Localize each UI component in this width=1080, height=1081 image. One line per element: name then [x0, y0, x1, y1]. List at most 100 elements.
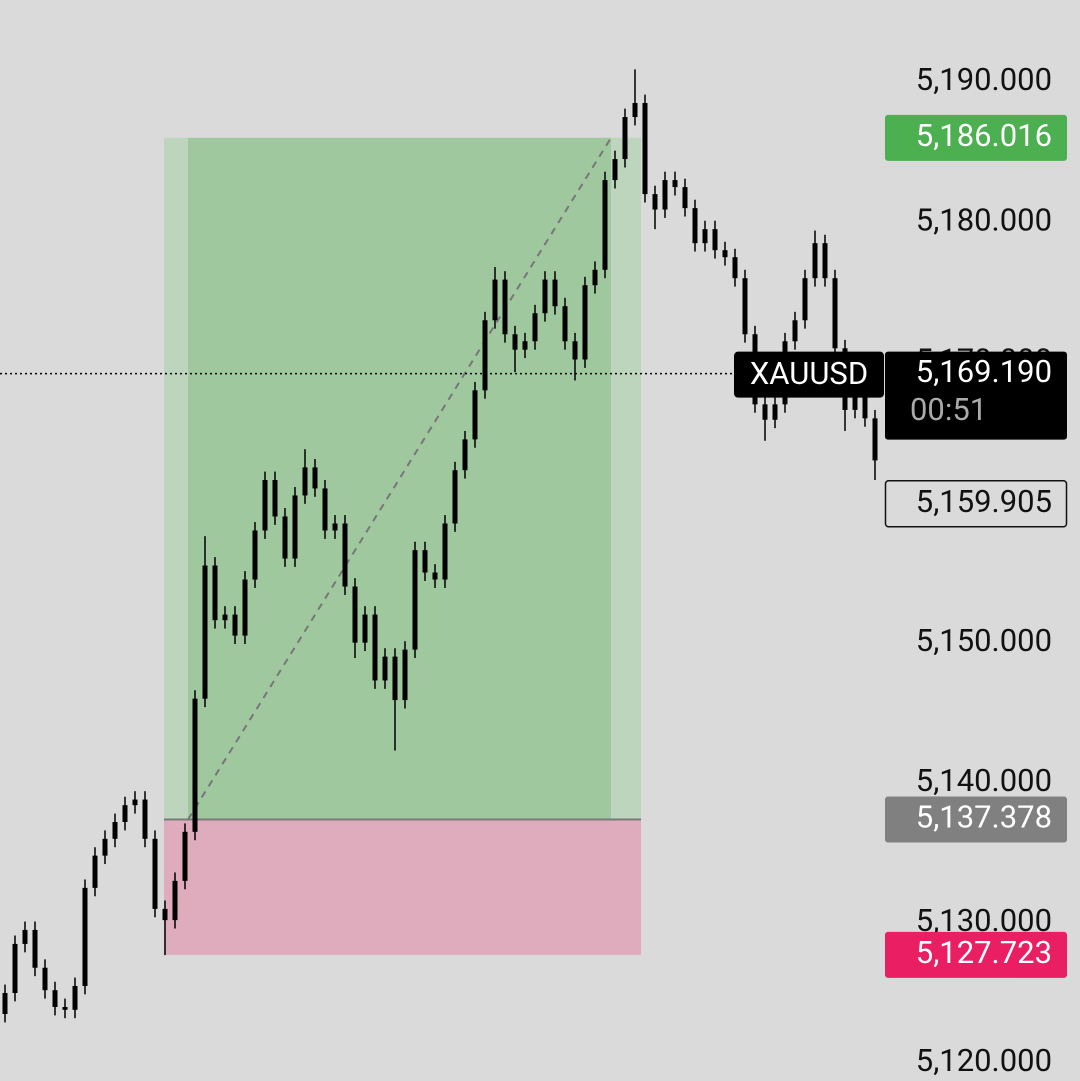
- candle-body: [82, 887, 88, 986]
- candle-body: [132, 799, 138, 806]
- candle-body: [322, 488, 328, 531]
- candle-body: [42, 967, 48, 991]
- candle-body: [802, 278, 808, 321]
- y-axis: 5,120.0005,130.0005,140.0005,150.0005,16…: [916, 61, 1052, 1079]
- candle-body: [452, 470, 458, 524]
- candle-body: [12, 943, 18, 993]
- candle-body: [792, 320, 798, 342]
- candle-body: [672, 180, 678, 188]
- countdown: 00:51: [910, 391, 987, 428]
- candle-body: [542, 279, 548, 314]
- candle-body: [372, 614, 378, 681]
- candle-body: [722, 250, 728, 258]
- candle-body: [832, 278, 838, 349]
- candle-body: [592, 269, 598, 286]
- candle-body: [872, 418, 878, 461]
- candle-body: [462, 439, 468, 471]
- stop-badge-label: 5,127.723: [916, 934, 1052, 971]
- candle-body: [92, 855, 98, 888]
- candle-body: [142, 799, 148, 839]
- candle-body: [582, 285, 588, 360]
- candle-body: [622, 117, 628, 160]
- candle-body: [502, 279, 508, 335]
- candle-body: [292, 495, 298, 559]
- candle-body: [642, 103, 648, 195]
- candle-body: [152, 838, 158, 909]
- candle-body: [212, 565, 218, 621]
- candle-body: [32, 929, 38, 968]
- alert-badge: [884, 480, 1068, 528]
- candle-body: [222, 614, 228, 621]
- y-tick-label: 5,120.000: [916, 1042, 1052, 1079]
- candle-body: [332, 523, 338, 531]
- candle-body: [552, 279, 558, 307]
- symbol-badge: [734, 351, 884, 398]
- candle-body: [172, 880, 178, 921]
- candle-body: [362, 614, 368, 643]
- candle-body: [2, 992, 8, 1015]
- candle-body: [72, 985, 78, 1010]
- candle-body: [852, 390, 858, 410]
- candle-body: [62, 1006, 68, 1010]
- candle-body: [252, 530, 258, 580]
- candle-body: [572, 341, 578, 360]
- y-tick-label: 5,150.000: [916, 622, 1052, 659]
- target-badge-label: 5,186.016: [916, 117, 1052, 154]
- candle-body: [112, 821, 118, 839]
- candle-body: [432, 572, 438, 580]
- candle-body: [742, 278, 748, 335]
- y-tick-label: 5,140.000: [916, 762, 1052, 799]
- candle-body: [442, 523, 448, 580]
- candle-body: [472, 390, 478, 440]
- candle-body: [272, 480, 278, 517]
- y-tick-label: 5,180.000: [916, 201, 1052, 238]
- candle-body: [162, 908, 168, 921]
- candle-body: [732, 257, 738, 279]
- candle-body: [182, 831, 188, 881]
- alert-badge-label: 5,159.905: [916, 483, 1052, 520]
- entry-badge: [885, 796, 1067, 843]
- candle-body: [652, 194, 658, 210]
- candle-body: [382, 656, 388, 681]
- candle-body: [772, 404, 778, 420]
- candle-body: [202, 565, 208, 699]
- candle-body: [282, 516, 288, 559]
- symbol-label: XAUUSD: [750, 355, 868, 392]
- target-badge: [885, 114, 1067, 161]
- candle-body: [242, 579, 248, 636]
- candle-body: [122, 805, 128, 822]
- candle-body: [692, 208, 698, 244]
- candle-body: [862, 390, 868, 419]
- candle-body: [422, 550, 428, 573]
- last-price-badge: [885, 351, 1067, 440]
- candle-body: [52, 990, 58, 1007]
- stop-zone: [164, 819, 641, 955]
- candle-body: [402, 649, 408, 701]
- candle-body: [492, 279, 498, 321]
- candle-body: [662, 180, 668, 210]
- candle-body: [822, 243, 828, 279]
- candle-body: [262, 480, 268, 531]
- candle-body: [102, 838, 108, 856]
- candle-body: [302, 467, 308, 496]
- candle-body: [342, 523, 348, 587]
- candle-body: [522, 341, 528, 350]
- candle-body: [632, 103, 638, 118]
- y-tick-label: 5,190.000: [916, 61, 1052, 98]
- candle-body: [512, 334, 518, 350]
- candle-body: [22, 929, 28, 944]
- candle-body: [712, 229, 718, 251]
- candle-body: [482, 320, 488, 391]
- candle-body: [532, 313, 538, 342]
- candle-body: [702, 229, 708, 244]
- trade-path: [187, 137, 612, 821]
- stop-badge: [885, 931, 1067, 978]
- candle-body: [192, 698, 198, 832]
- entry-badge-label: 5,137.378: [916, 799, 1052, 836]
- candle-body: [232, 614, 238, 636]
- candle-body: [392, 656, 398, 701]
- candle-body: [412, 550, 418, 650]
- candle-body: [602, 180, 608, 270]
